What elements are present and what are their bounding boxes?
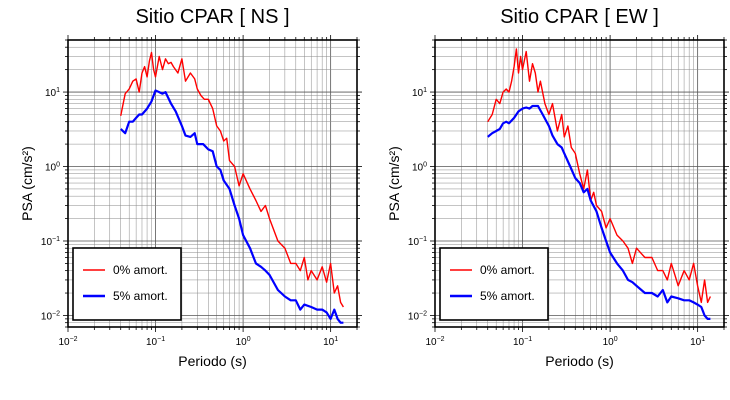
x-tick-label: 101 bbox=[323, 336, 338, 348]
chart-title: Sitio CPAR [ EW ] bbox=[500, 6, 659, 28]
axis-ticks bbox=[430, 35, 729, 332]
axis-ticks bbox=[63, 35, 362, 332]
x-tick-label: 100 bbox=[603, 336, 618, 348]
y-tick-label: 100 bbox=[45, 162, 60, 174]
y-tick-label: 10−2 bbox=[408, 310, 427, 322]
series-line-1 bbox=[120, 51, 344, 308]
y-tick-label: 10−2 bbox=[41, 310, 60, 322]
chart-panel-1: Sitio CPAR [ NS ] 10−2 10−1 100 101 10−2 10−1 1… bbox=[19, 6, 362, 369]
y-tick-label: 10−1 bbox=[41, 236, 60, 248]
legend: 0% amort. 5% amort. bbox=[439, 247, 549, 321]
y-axis-label: PSA (cm/s²) bbox=[19, 146, 35, 221]
legend-box bbox=[72, 247, 182, 321]
x-tick-label: 10−1 bbox=[146, 336, 165, 348]
x-tick-label: 10−2 bbox=[58, 336, 77, 348]
legend-entry: 5% amort. bbox=[113, 289, 168, 303]
x-tick-label: 10−2 bbox=[425, 336, 444, 348]
y-axis-label: PSA (cm/s²) bbox=[386, 146, 402, 221]
legend-entry: 5% amort. bbox=[480, 289, 535, 303]
x-tick-label: 101 bbox=[690, 336, 705, 348]
legend-entry: 0% amort. bbox=[113, 263, 168, 277]
series-line-2 bbox=[119, 89, 344, 324]
legend-entry: 0% amort. bbox=[480, 263, 535, 277]
y-tick-label: 101 bbox=[45, 87, 60, 99]
y-tick-label: 101 bbox=[412, 87, 427, 99]
series-line-2 bbox=[487, 104, 711, 320]
legend: 0% amort. 5% amort. bbox=[72, 247, 182, 321]
chart-title: Sitio CPAR [ NS ] bbox=[135, 6, 289, 28]
legend-box bbox=[439, 247, 549, 321]
series-line-1 bbox=[487, 48, 712, 304]
plot-frame bbox=[434, 39, 725, 328]
y-tick-label: 10−1 bbox=[408, 236, 427, 248]
chart-panel-2: Sitio CPAR [ EW ] 10−2 10−1 100 101 10−2 10−1 1… bbox=[386, 6, 729, 369]
x-axis-label: Periodo (s) bbox=[545, 353, 613, 369]
y-tick-label: 100 bbox=[412, 162, 427, 174]
x-axis-label: Periodo (s) bbox=[178, 353, 246, 369]
plot-frame bbox=[67, 39, 358, 328]
x-tick-label: 10−1 bbox=[513, 336, 532, 348]
x-tick-label: 100 bbox=[236, 336, 251, 348]
